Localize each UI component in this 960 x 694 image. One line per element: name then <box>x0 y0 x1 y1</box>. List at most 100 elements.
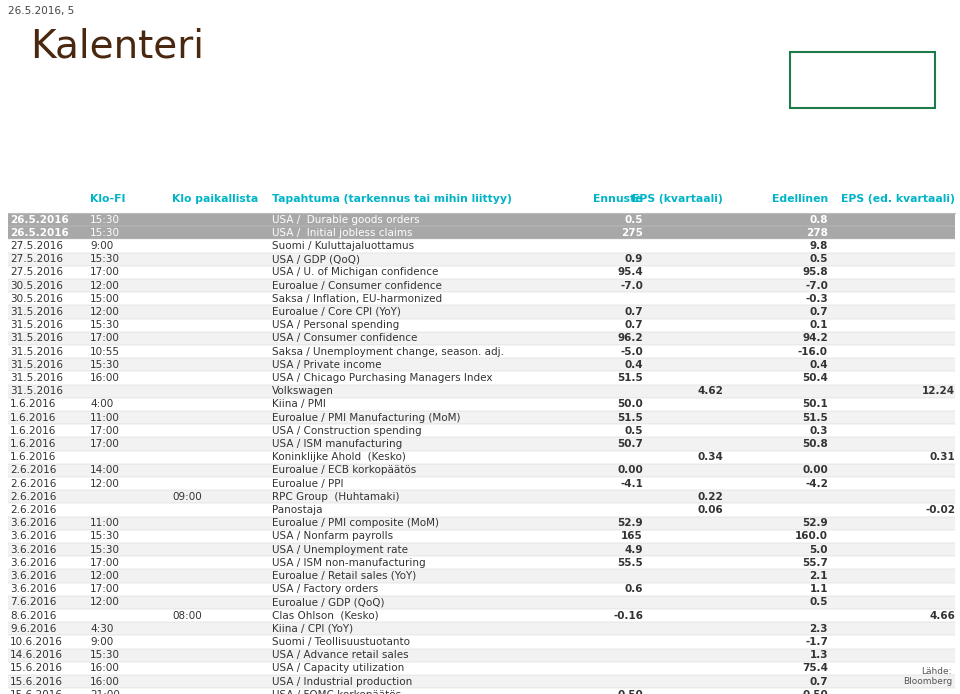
Text: 7.6.2016: 7.6.2016 <box>10 598 57 607</box>
Text: 3.6.2016: 3.6.2016 <box>10 571 57 581</box>
Text: 50.7: 50.7 <box>617 439 643 449</box>
Text: USA / Industrial production: USA / Industrial production <box>272 677 412 686</box>
Text: Ennuste: Ennuste <box>593 194 643 204</box>
Text: Klo paikallista: Klo paikallista <box>172 194 258 204</box>
Text: 17:00: 17:00 <box>90 558 120 568</box>
Text: USA / Unemployment rate: USA / Unemployment rate <box>272 545 408 555</box>
Text: USA / Advance retail sales: USA / Advance retail sales <box>272 650 409 660</box>
Text: USA / Consumer confidence: USA / Consumer confidence <box>272 333 418 344</box>
Text: RPC Group  (Huhtamaki): RPC Group (Huhtamaki) <box>272 492 399 502</box>
Text: Lähde:
Bloomberg: Lähde: Bloomberg <box>902 667 952 686</box>
Text: 11:00: 11:00 <box>90 413 120 423</box>
Text: 0.7: 0.7 <box>624 307 643 317</box>
Text: 9:00: 9:00 <box>90 637 113 647</box>
Text: 15:30: 15:30 <box>90 320 120 330</box>
Text: 1.6.2016: 1.6.2016 <box>10 413 57 423</box>
Text: 1.6.2016: 1.6.2016 <box>10 426 57 436</box>
Text: -7.0: -7.0 <box>805 280 828 291</box>
Text: 12:00: 12:00 <box>90 598 120 607</box>
Text: 30.5.2016: 30.5.2016 <box>10 294 62 304</box>
Text: 51.5: 51.5 <box>617 373 643 383</box>
Text: Euroalue / PMI composite (MoM): Euroalue / PMI composite (MoM) <box>272 518 439 528</box>
Text: USA / FOMC korkopäätös: USA / FOMC korkopäätös <box>272 690 401 694</box>
Text: 3.6.2016: 3.6.2016 <box>10 584 57 594</box>
Text: 0.7: 0.7 <box>809 307 828 317</box>
Text: Kiina / PMI: Kiina / PMI <box>272 400 325 409</box>
Text: 0.34: 0.34 <box>697 452 723 462</box>
Text: 1.6.2016: 1.6.2016 <box>10 452 57 462</box>
Text: 12:00: 12:00 <box>90 307 120 317</box>
Text: 31.5.2016: 31.5.2016 <box>10 373 63 383</box>
Text: 1.1: 1.1 <box>809 584 828 594</box>
Text: USA / ISM manufacturing: USA / ISM manufacturing <box>272 439 402 449</box>
Text: EPS (kvartaali): EPS (kvartaali) <box>633 194 723 204</box>
Text: 0.4: 0.4 <box>624 359 643 370</box>
Text: 12:00: 12:00 <box>90 571 120 581</box>
Text: 16:00: 16:00 <box>90 663 120 673</box>
Text: 0.5: 0.5 <box>809 598 828 607</box>
Text: 0.7: 0.7 <box>809 677 828 686</box>
Text: USA / Capacity utilization: USA / Capacity utilization <box>272 663 404 673</box>
Text: 09:00: 09:00 <box>172 492 202 502</box>
Text: 0.50: 0.50 <box>803 690 828 694</box>
Text: 16:00: 16:00 <box>90 677 120 686</box>
Text: 3.6.2016: 3.6.2016 <box>10 532 57 541</box>
Text: 26.5.2016: 26.5.2016 <box>10 228 69 238</box>
Text: 0.1: 0.1 <box>809 320 828 330</box>
Text: 52.9: 52.9 <box>803 518 828 528</box>
Text: -1.7: -1.7 <box>805 637 828 647</box>
Text: 27.5.2016: 27.5.2016 <box>10 254 63 264</box>
Text: USA /  Durable goods orders: USA / Durable goods orders <box>272 214 420 225</box>
Text: 4.62: 4.62 <box>697 386 723 396</box>
Text: USA / Factory orders: USA / Factory orders <box>272 584 378 594</box>
Text: Saksa / Unemployment change, season. adj.: Saksa / Unemployment change, season. adj… <box>272 346 504 357</box>
Text: 31.5.2016: 31.5.2016 <box>10 346 63 357</box>
Text: 14:00: 14:00 <box>90 466 120 475</box>
Text: EPS (ed. kvartaali): EPS (ed. kvartaali) <box>841 194 955 204</box>
Text: 10:55: 10:55 <box>90 346 120 357</box>
Text: 10.6.2016: 10.6.2016 <box>10 637 62 647</box>
Text: 5.0: 5.0 <box>809 545 828 555</box>
Text: 0.00: 0.00 <box>803 466 828 475</box>
Text: 27.5.2016: 27.5.2016 <box>10 267 63 278</box>
Text: 31.5.2016: 31.5.2016 <box>10 386 63 396</box>
Text: USA / Chicago Purchasing Managers Index: USA / Chicago Purchasing Managers Index <box>272 373 492 383</box>
Text: 15:30: 15:30 <box>90 532 120 541</box>
Text: 278: 278 <box>806 228 828 238</box>
Text: -5.0: -5.0 <box>620 346 643 357</box>
Text: -4.1: -4.1 <box>620 479 643 489</box>
Text: -0.3: -0.3 <box>805 294 828 304</box>
Text: Euroalue / GDP (QoQ): Euroalue / GDP (QoQ) <box>272 598 385 607</box>
Text: 16:00: 16:00 <box>90 373 120 383</box>
Text: 27.5.2016: 27.5.2016 <box>10 241 63 251</box>
Text: 51.5: 51.5 <box>617 413 643 423</box>
Text: 17:00: 17:00 <box>90 439 120 449</box>
Text: Panostaja: Panostaja <box>272 505 323 515</box>
Text: USA / Private income: USA / Private income <box>272 359 381 370</box>
Text: 3.6.2016: 3.6.2016 <box>10 558 57 568</box>
Text: Koninklijke Ahold  (Kesko): Koninklijke Ahold (Kesko) <box>272 452 406 462</box>
Text: 0.5: 0.5 <box>625 214 643 225</box>
Text: 31.5.2016: 31.5.2016 <box>10 333 63 344</box>
Text: 2.6.2016: 2.6.2016 <box>10 492 57 502</box>
Text: 50.1: 50.1 <box>803 400 828 409</box>
Text: 96.2: 96.2 <box>617 333 643 344</box>
Text: Euroalue / PPI: Euroalue / PPI <box>272 479 344 489</box>
Text: 0.06: 0.06 <box>697 505 723 515</box>
Text: 160.0: 160.0 <box>795 532 828 541</box>
Text: FIM: FIM <box>831 67 894 94</box>
Text: 1.3: 1.3 <box>809 650 828 660</box>
Text: 11:00: 11:00 <box>90 518 120 528</box>
Text: Euroalue / Core CPI (YoY): Euroalue / Core CPI (YoY) <box>272 307 401 317</box>
Text: Saksa / Inflation, EU-harmonized: Saksa / Inflation, EU-harmonized <box>272 294 443 304</box>
Text: 0.5: 0.5 <box>809 254 828 264</box>
Text: 31.5.2016: 31.5.2016 <box>10 320 63 330</box>
Text: 9.6.2016: 9.6.2016 <box>10 624 57 634</box>
Text: 55.7: 55.7 <box>803 558 828 568</box>
Text: Suomi / Teollisuustuotanto: Suomi / Teollisuustuotanto <box>272 637 410 647</box>
Text: 1.6.2016: 1.6.2016 <box>10 439 57 449</box>
Text: 15:30: 15:30 <box>90 254 120 264</box>
Text: 2.6.2016: 2.6.2016 <box>10 479 57 489</box>
Text: 165: 165 <box>621 532 643 541</box>
Text: 2.1: 2.1 <box>809 571 828 581</box>
